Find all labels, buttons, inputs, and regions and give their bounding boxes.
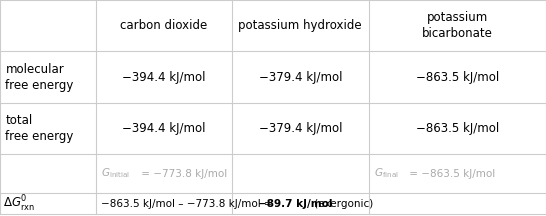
Text: (exergonic): (exergonic) [311, 199, 373, 209]
Text: carbon dioxide: carbon dioxide [120, 19, 207, 32]
Text: $G_{\mathrm{final}}$: $G_{\mathrm{final}}$ [374, 167, 399, 180]
Text: molecular
free energy: molecular free energy [5, 63, 74, 92]
Text: potassium
bicarbonate: potassium bicarbonate [422, 11, 492, 40]
Text: −394.4 kJ/mol: −394.4 kJ/mol [122, 122, 205, 135]
Text: = −773.8 kJ/mol: = −773.8 kJ/mol [138, 168, 227, 179]
Text: −379.4 kJ/mol: −379.4 kJ/mol [259, 71, 342, 84]
Text: −379.4 kJ/mol: −379.4 kJ/mol [259, 122, 342, 135]
Text: −863.5 kJ/mol – −773.8 kJ/mol =: −863.5 kJ/mol – −773.8 kJ/mol = [101, 199, 276, 209]
Text: −394.4 kJ/mol: −394.4 kJ/mol [122, 71, 205, 84]
Text: potassium hydroxide: potassium hydroxide [239, 19, 362, 32]
Text: −863.5 kJ/mol: −863.5 kJ/mol [416, 122, 499, 135]
Text: total
free energy: total free energy [5, 114, 74, 143]
Text: $G_{\mathrm{initial}}$: $G_{\mathrm{initial}}$ [101, 167, 130, 180]
Text: −89.7 kJ/mol: −89.7 kJ/mol [258, 199, 332, 209]
Text: −863.5 kJ/mol: −863.5 kJ/mol [416, 71, 499, 84]
Text: = −863.5 kJ/mol: = −863.5 kJ/mol [406, 168, 495, 179]
Text: $\Delta G^0_{\mathrm{rxn}}$: $\Delta G^0_{\mathrm{rxn}}$ [3, 194, 34, 214]
